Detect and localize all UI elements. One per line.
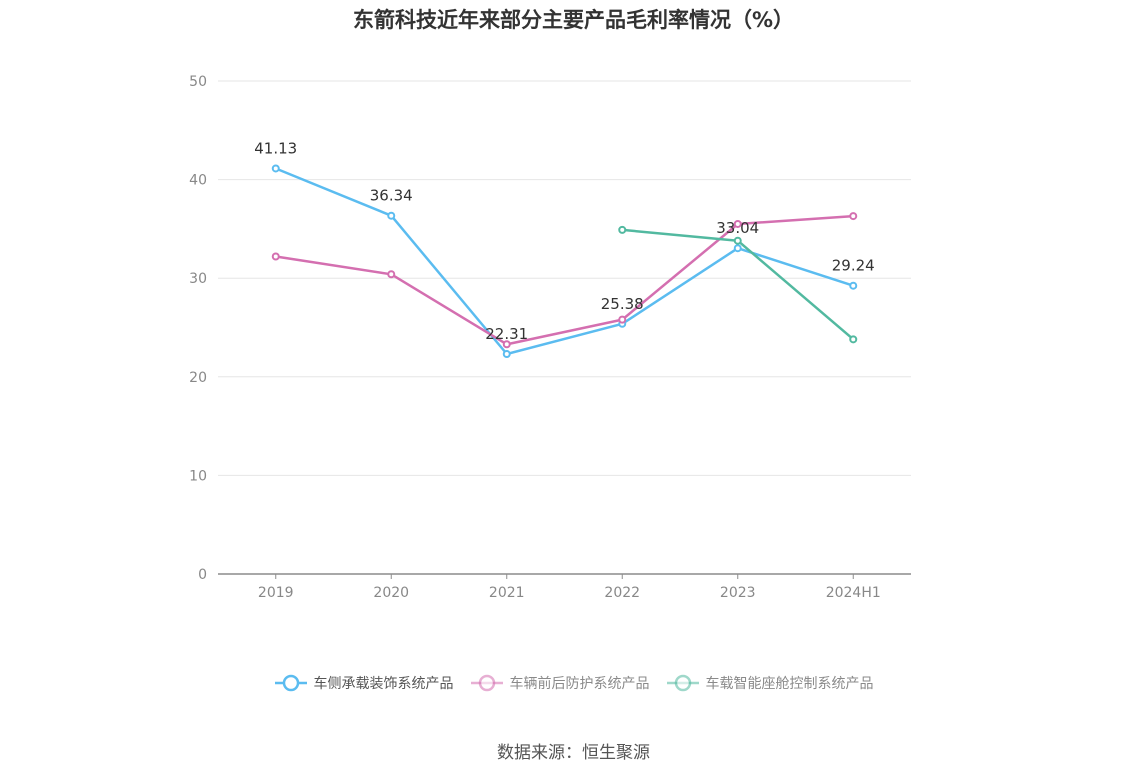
data-label: 25.38 bbox=[601, 295, 644, 313]
series-3 bbox=[618, 225, 858, 344]
x-tick-label: 2022 bbox=[604, 585, 640, 601]
series-1 bbox=[271, 164, 858, 359]
legend-marker-icon bbox=[666, 674, 699, 692]
legend-label: 车辆前后防护系统产品 bbox=[509, 676, 650, 692]
y-tick-label: 50 bbox=[189, 74, 207, 90]
chart-title: 东箭科技近年来部分主要产品毛利率情况（%） bbox=[352, 8, 795, 32]
data-point[interactable] bbox=[849, 212, 858, 221]
series-line bbox=[275, 167, 854, 356]
data-label: 33.04 bbox=[716, 219, 759, 237]
data-point[interactable] bbox=[387, 270, 396, 279]
legend-item-2[interactable]: 车辆前后防护系统产品 bbox=[470, 673, 650, 693]
data-point[interactable] bbox=[502, 340, 511, 349]
data-point[interactable] bbox=[271, 252, 280, 261]
data-point[interactable] bbox=[733, 236, 742, 245]
x-tick-label: 2023 bbox=[720, 585, 756, 601]
legend: 车侧承载装饰系统产品 车辆前后防护系统产品 车载智能座舱控制系统产品 bbox=[0, 673, 1147, 693]
legend-label: 车侧承载装饰系统产品 bbox=[313, 676, 454, 692]
axes: 0 10 20 30 40 50 2019 2020 2021 2022 2023 2024H1 bbox=[189, 74, 911, 601]
data-point[interactable] bbox=[733, 219, 742, 228]
x-tick-label: 2020 bbox=[373, 585, 409, 601]
y-tick-label: 40 bbox=[189, 173, 207, 189]
legend-label: 车载智能座舱控制系统产品 bbox=[705, 676, 874, 692]
legend-item-1[interactable]: 车侧承载装饰系统产品 bbox=[274, 673, 454, 693]
data-point[interactable] bbox=[849, 335, 858, 344]
x-tick-label: 2024H1 bbox=[826, 585, 881, 601]
data-label: 22.31 bbox=[485, 325, 528, 343]
legend-marker-icon bbox=[274, 674, 307, 692]
data-label: 36.34 bbox=[370, 187, 413, 205]
data-point[interactable] bbox=[271, 164, 280, 173]
data-label: 41.13 bbox=[254, 139, 297, 157]
legend-marker-icon bbox=[470, 674, 503, 692]
data-point[interactable] bbox=[849, 281, 858, 290]
y-tick-label: 0 bbox=[198, 567, 207, 583]
x-tick-label: 2019 bbox=[258, 585, 294, 601]
data-point[interactable] bbox=[502, 350, 511, 359]
data-labels: 41.13 36.34 22.31 25.38 33.04 29.24 bbox=[254, 139, 874, 343]
y-tick-label: 10 bbox=[189, 468, 207, 484]
data-point[interactable] bbox=[618, 315, 627, 324]
grid-lines bbox=[218, 80, 911, 476]
legend-item-3[interactable]: 车载智能座舱控制系统产品 bbox=[666, 673, 874, 693]
x-tick-label: 2021 bbox=[489, 585, 525, 601]
data-point[interactable] bbox=[733, 244, 742, 253]
data-label: 29.24 bbox=[832, 257, 875, 275]
series-2 bbox=[271, 212, 858, 349]
series-lines bbox=[271, 164, 858, 359]
source-note: 数据来源：恒生聚源 bbox=[497, 743, 650, 763]
y-tick-label: 20 bbox=[189, 370, 207, 386]
y-tick-label: 30 bbox=[189, 271, 207, 287]
data-point[interactable] bbox=[387, 211, 396, 220]
data-point[interactable] bbox=[618, 225, 627, 234]
series-line bbox=[275, 214, 854, 346]
